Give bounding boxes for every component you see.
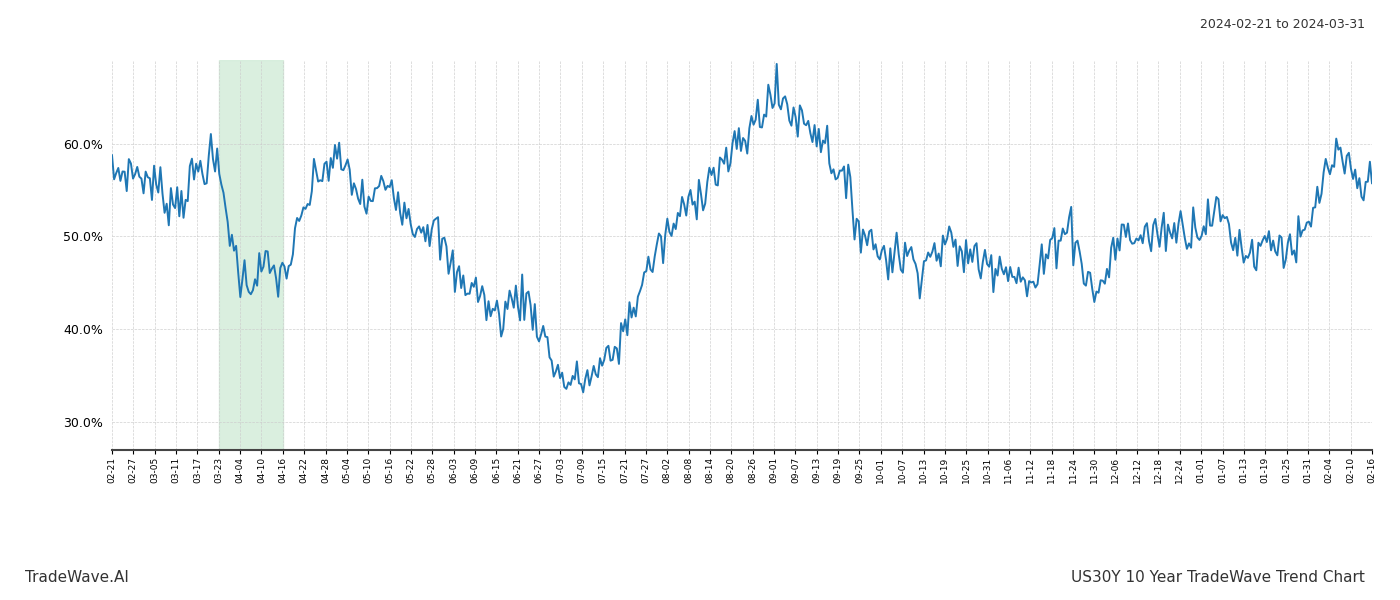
Text: 2024-02-21 to 2024-03-31: 2024-02-21 to 2024-03-31 [1200,18,1365,31]
Text: TradeWave.AI: TradeWave.AI [25,570,129,585]
Text: US30Y 10 Year TradeWave Trend Chart: US30Y 10 Year TradeWave Trend Chart [1071,570,1365,585]
Bar [218,60,283,450]
